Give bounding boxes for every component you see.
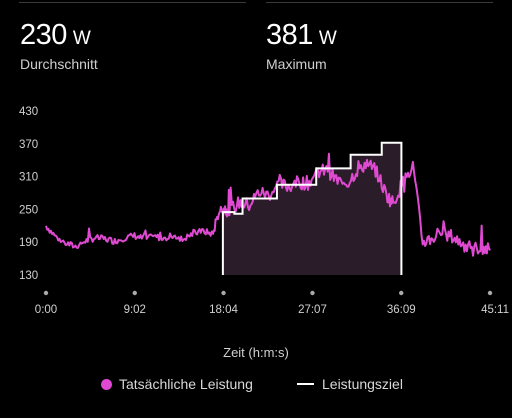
legend-item-actual[interactable]: Tatsächliche Leistung bbox=[101, 376, 253, 392]
maximum-power-unit: W bbox=[318, 28, 337, 49]
power-chart[interactable]: 430 370 310 250 190 130 0:00 9:02 18:04 27:07 36:0… bbox=[0, 95, 512, 330]
y-tick-label-5: 130 bbox=[19, 270, 38, 282]
x-tick-dot-5 bbox=[487, 290, 493, 296]
x-tick-dot-1 bbox=[132, 290, 137, 296]
x-tick-label-4: 36:09 bbox=[387, 304, 416, 316]
x-tick-dot-4 bbox=[399, 290, 404, 296]
average-power-number: 230 bbox=[20, 19, 67, 51]
y-tick-label-2: 310 bbox=[19, 172, 38, 184]
y-tick-label-3: 250 bbox=[19, 204, 38, 216]
y-tick-label-4: 190 bbox=[19, 237, 38, 249]
power-target-line bbox=[221, 141, 403, 275]
average-power-unit: W bbox=[72, 28, 91, 49]
maximum-power-number: 381 bbox=[266, 19, 313, 51]
legend-actual-label: Tatsächliche Leistung bbox=[119, 376, 253, 392]
x-tick-label-1: 9:02 bbox=[124, 304, 146, 316]
actual-power-line bbox=[45, 152, 491, 257]
legend-target-swatch bbox=[297, 383, 314, 385]
x-tick-dot-3 bbox=[310, 290, 315, 296]
stat-divider-right bbox=[266, 2, 493, 3]
x-tick-label-2: 18:04 bbox=[209, 304, 238, 316]
maximum-power-value: 381 W bbox=[266, 18, 337, 56]
x-tick-dot-0 bbox=[43, 290, 49, 296]
x-tick-label-0: 0:00 bbox=[35, 304, 57, 316]
average-power-value: 230 W bbox=[20, 18, 91, 56]
y-tick-label-0: 430 bbox=[19, 106, 38, 118]
legend-target-label: Leistungsziel bbox=[322, 376, 403, 392]
legend-actual-swatch bbox=[101, 378, 112, 390]
x-tick-label-5: 45:11 bbox=[481, 304, 509, 316]
legend-item-target[interactable]: Leistungsziel bbox=[297, 376, 403, 392]
x-tick-label-3: 27:07 bbox=[298, 304, 327, 316]
average-power-label: Durchschnitt bbox=[20, 56, 98, 72]
maximum-power-label: Maximum bbox=[266, 56, 327, 72]
stat-divider-left bbox=[19, 2, 246, 3]
y-tick-label-1: 370 bbox=[19, 139, 38, 151]
x-axis-title: Zeit (h:m:s) bbox=[223, 345, 289, 360]
x-tick-dot-2 bbox=[221, 290, 226, 296]
